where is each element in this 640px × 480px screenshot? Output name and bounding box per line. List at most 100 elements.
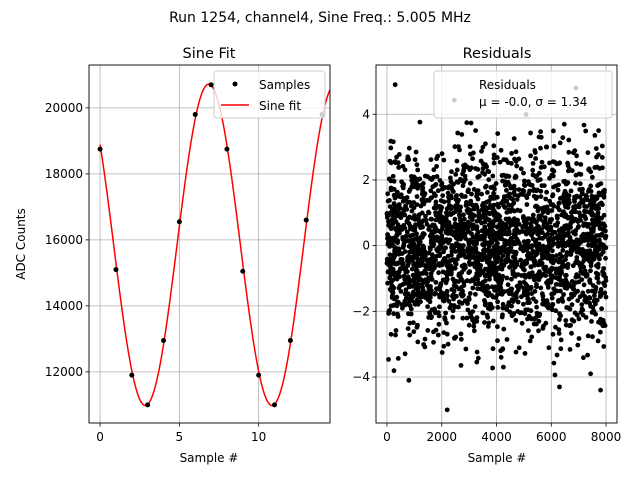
residual-point [439,151,445,157]
residual-point [417,277,423,282]
residual-point [594,164,600,170]
residual-point [458,219,464,225]
residual-point [505,193,510,199]
residual-point [589,206,594,212]
residual-point [482,219,488,225]
residual-point [559,240,564,246]
residual-point [509,276,514,282]
residual-point [569,302,575,308]
residual-point [448,269,454,275]
residual-point [418,261,423,267]
residual-point [558,235,564,241]
residual-point [541,164,547,170]
residual-point [581,258,587,263]
residual-point [466,322,472,328]
residual-point [437,178,443,183]
residual-point [434,164,439,169]
residual-point [575,342,581,348]
residual-point [544,189,549,195]
residual-point [456,212,462,218]
residual-point [465,189,471,195]
residual-point [390,173,396,179]
residuals-ytick-label: 2 [362,173,370,187]
residual-point [523,281,529,287]
residual-point [561,179,567,184]
residual-point [495,338,500,344]
residual-point [496,275,501,280]
residual-point [538,129,543,135]
residual-point [517,208,523,214]
residual-point [596,255,602,261]
residual-point [399,302,405,307]
residual-point [421,245,427,251]
residual-point [447,237,453,243]
residual-point [518,192,523,197]
residual-point [451,232,457,238]
residual-point [485,240,491,246]
residual-point [467,144,473,150]
residual-point [529,316,535,322]
residual-point [396,164,402,170]
residual-point [485,267,491,273]
residual-point [405,238,411,243]
residual-point [458,275,464,281]
residual-point [411,320,416,326]
figure-title: Run 1254, channel4, Sine Freq.: 5.005 MH… [169,10,471,26]
residual-point [571,240,577,245]
residual-point [527,245,532,250]
residual-point [592,133,598,138]
residual-point [456,207,462,213]
residual-point [436,321,442,327]
residual-point [387,307,393,313]
residual-point [588,183,594,189]
residual-point [412,216,418,222]
residual-point [586,252,591,258]
residual-point [548,224,554,230]
residual-point [468,198,474,204]
residual-point [526,328,531,334]
residual-point [411,182,416,188]
residual-point [551,286,557,292]
residual-point [403,266,409,271]
residual-point [464,200,469,205]
residual-point [482,224,488,230]
residual-point [395,213,400,219]
residual-point [536,224,541,230]
residual-point [412,301,418,307]
residual-point [432,235,437,241]
sample-point [97,146,103,152]
residual-point [587,201,593,207]
residual-point [588,188,594,194]
residual-point [439,245,444,250]
residual-point [426,286,432,291]
residual-point [502,289,507,294]
residual-point [555,187,561,193]
residual-point [555,299,561,304]
residual-point [585,288,591,294]
residual-point [442,256,447,262]
residual-point [511,136,517,142]
residual-point [448,175,453,181]
residual-point [393,328,399,333]
residual-point [428,188,434,194]
residual-point [486,320,492,326]
residual-point [443,310,448,316]
residual-point [444,295,449,301]
residual-point [526,271,532,276]
residual-point [560,135,566,141]
sine-fit-xtick-label: 0 [96,430,104,444]
residual-point [464,315,470,321]
residual-point [442,219,448,225]
residual-point [427,299,433,305]
residual-point [588,257,594,263]
sine-fit-ytick-label: 12000 [45,365,83,379]
residual-point [539,183,545,189]
residual-point [489,293,495,298]
residual-point [488,233,494,238]
residual-point [590,283,596,288]
residual-point [484,290,490,296]
residual-point [522,220,528,226]
residual-point [418,183,424,188]
residual-point [447,184,453,190]
residual-point [573,180,578,186]
